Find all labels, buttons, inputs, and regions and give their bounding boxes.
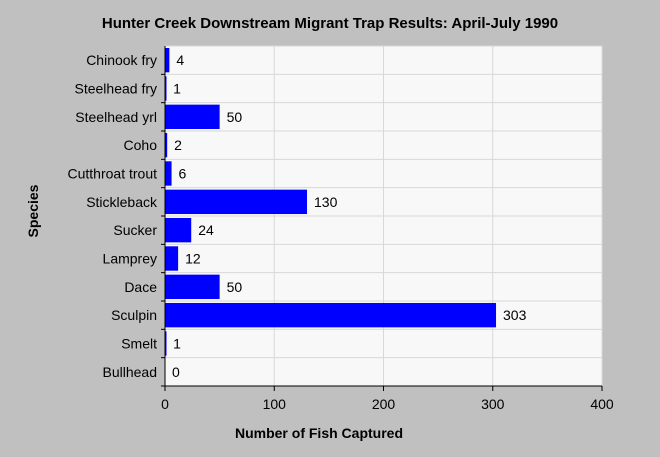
data-label: 130 <box>314 194 338 210</box>
bar <box>165 161 172 186</box>
bar <box>165 47 170 73</box>
bars <box>165 47 497 356</box>
chart-title: Hunter Creek Downstream Migrant Trap Res… <box>102 15 558 32</box>
category-labels: Chinook fry Steelhead fry Steelhead yrl Coh… <box>68 52 165 387</box>
data-label: 24 <box>198 222 214 238</box>
x-axis-title: Number of Fish Captured <box>235 425 403 441</box>
bar <box>165 189 308 215</box>
data-label: 303 <box>503 307 527 323</box>
grid-lines <box>164 45 603 387</box>
x-tick-label: 300 <box>481 396 505 412</box>
bar <box>165 76 167 101</box>
data-label: 4 <box>176 52 184 68</box>
category-label: Bullhead <box>103 364 158 380</box>
bar <box>165 331 167 356</box>
y-axis-title: Species <box>25 184 41 237</box>
category-label: Dace <box>124 279 157 295</box>
x-tick-label: 400 <box>590 396 614 412</box>
bar <box>165 274 220 300</box>
data-label: 50 <box>227 109 243 125</box>
data-label: 1 <box>173 336 181 352</box>
bar <box>165 104 220 130</box>
bar <box>165 132 168 158</box>
category-label: Chinook fry <box>86 52 157 68</box>
data-label: 6 <box>179 166 187 182</box>
bar <box>165 217 192 243</box>
data-label: 12 <box>185 251 201 267</box>
x-tick-labels: 0 100 200 300 400 <box>161 386 614 412</box>
data-label: 50 <box>227 279 243 295</box>
data-label: 2 <box>174 137 182 153</box>
category-label: Stickleback <box>86 194 158 210</box>
category-label: Coho <box>124 137 158 153</box>
category-label: Smelt <box>121 336 157 352</box>
bar <box>165 246 179 271</box>
category-label: Steelhead fry <box>75 81 158 97</box>
bar <box>165 302 497 328</box>
x-tick-label: 0 <box>161 396 169 412</box>
category-label: Sucker <box>113 222 157 238</box>
category-label: Sculpin <box>111 307 157 323</box>
data-label: 1 <box>173 81 181 97</box>
x-tick-label: 100 <box>263 396 287 412</box>
category-label: Lamprey <box>103 251 157 267</box>
data-label: 0 <box>172 364 180 380</box>
category-label: Steelhead yrl <box>75 109 157 125</box>
data-labels: 4 1 50 2 6 130 24 12 50 303 1 0 <box>172 52 527 380</box>
category-label: Cutthroat trout <box>68 166 158 182</box>
x-tick-label: 200 <box>372 396 396 412</box>
